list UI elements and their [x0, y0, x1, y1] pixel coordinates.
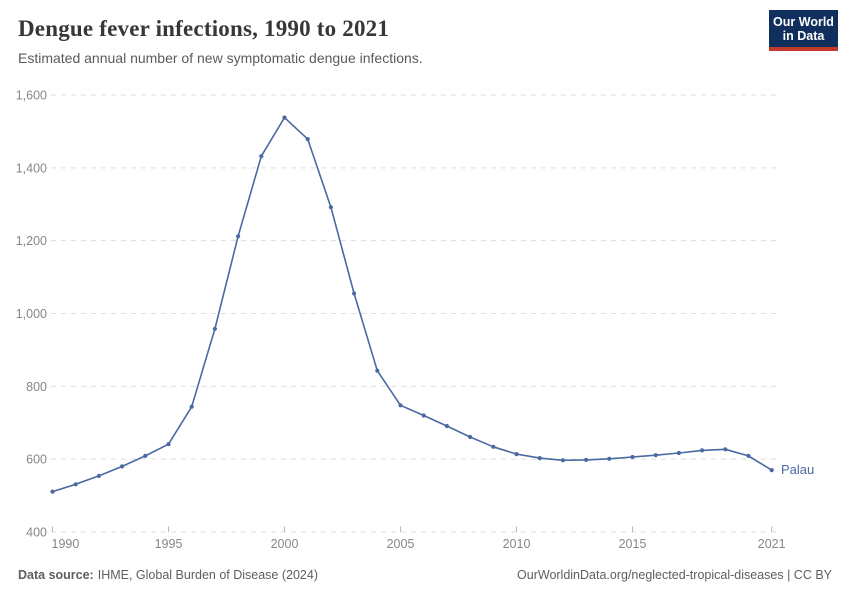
- data-point-palau-2004[interactable]: [375, 368, 380, 373]
- x-axis-label-2015: 2015: [619, 537, 647, 551]
- footer-license-link[interactable]: OurWorldinData.org/neglected-tropical-di…: [517, 568, 832, 582]
- data-source-value: IHME, Global Burden of Disease (2024): [97, 568, 318, 582]
- data-point-palau-1990[interactable]: [50, 489, 55, 494]
- data-point-palau-2001[interactable]: [305, 137, 310, 142]
- data-point-palau-2005[interactable]: [398, 403, 403, 408]
- x-axis-label-1990: 1990: [52, 537, 80, 551]
- y-axis-label-1200: 1,200: [16, 234, 47, 248]
- x-axis-label-2021: 2021: [758, 537, 786, 551]
- y-axis-label-600: 600: [26, 453, 47, 467]
- x-axis-label-2005: 2005: [387, 537, 415, 551]
- y-axis-label-1000: 1,000: [16, 307, 47, 321]
- y-axis-label-400: 400: [26, 526, 47, 540]
- data-point-palau-2000[interactable]: [282, 115, 287, 120]
- owid-logo[interactable]: Our World in Data: [769, 10, 838, 51]
- data-point-palau-2019[interactable]: [723, 447, 728, 452]
- data-point-palau-1994[interactable]: [143, 453, 148, 458]
- page-subtitle: Estimated annual number of new symptomat…: [18, 50, 423, 66]
- page-title: Dengue fever infections, 1990 to 2021: [18, 16, 390, 41]
- data-point-palau-1996[interactable]: [189, 404, 194, 409]
- data-point-palau-1993[interactable]: [120, 464, 125, 469]
- data-point-palau-2020[interactable]: [746, 453, 751, 458]
- y-axis-label-1600: 1,600: [16, 89, 47, 103]
- data-point-palau-1995[interactable]: [166, 442, 171, 447]
- data-point-palau-2014[interactable]: [607, 456, 612, 461]
- data-point-palau-2015[interactable]: [630, 454, 635, 460]
- data-point-palau-2018[interactable]: [700, 448, 705, 453]
- data-point-palau-1997[interactable]: [212, 326, 217, 331]
- data-point-palau-2017[interactable]: [676, 450, 682, 456]
- data-point-palau-2016[interactable]: [653, 453, 658, 458]
- x-axis-label-2010: 2010: [503, 537, 531, 551]
- data-point-palau-2007[interactable]: [444, 423, 449, 429]
- y-axis-label-800: 800: [26, 380, 47, 394]
- data-point-palau-1992[interactable]: [96, 473, 101, 478]
- owid-logo-line2: in Data: [782, 29, 825, 43]
- data-point-palau-1991[interactable]: [73, 482, 78, 487]
- data-source-label: Data source:: [18, 568, 94, 582]
- data-point-palau-2013[interactable]: [584, 457, 589, 462]
- data-point-palau-2009[interactable]: [491, 444, 496, 449]
- footer: Data source: IHME, Global Burden of Disea…: [18, 568, 832, 582]
- data-point-palau-2008[interactable]: [468, 434, 473, 440]
- data-source-note: Data source: IHME, Global Burden of Disea…: [18, 568, 318, 582]
- data-point-palau-2010[interactable]: [514, 452, 519, 457]
- y-axis-label-1400: 1,400: [16, 161, 47, 175]
- owid-logo-line1: Our World: [773, 15, 834, 29]
- series-line-palau[interactable]: [51, 116, 773, 493]
- x-axis-label-2000: 2000: [271, 537, 299, 551]
- data-point-palau-1998[interactable]: [236, 234, 241, 239]
- data-point-palau-2003[interactable]: [352, 291, 357, 296]
- x-axis-label-1995: 1995: [155, 537, 183, 551]
- data-point-palau-2021[interactable]: [769, 468, 774, 473]
- data-point-palau-2012[interactable]: [560, 458, 566, 463]
- data-point-palau-2006[interactable]: [421, 413, 426, 418]
- series-label-palau[interactable]: Palau: [781, 462, 815, 477]
- data-point-palau-1999[interactable]: [259, 154, 264, 159]
- data-point-palau-2002[interactable]: [328, 205, 333, 210]
- data-point-palau-2011[interactable]: [537, 456, 542, 461]
